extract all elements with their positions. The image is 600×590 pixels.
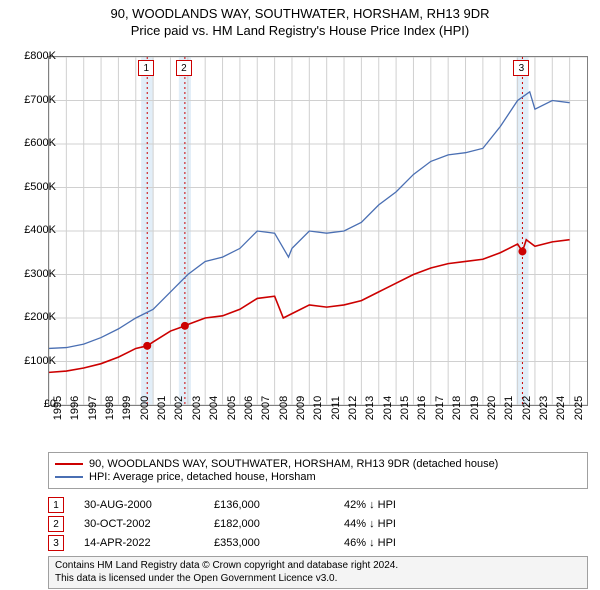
y-tick-label: £500K [12, 181, 56, 193]
x-tick-label: 2019 [469, 396, 481, 420]
legend-item: 90, WOODLANDS WAY, SOUTHWATER, HORSHAM, … [55, 458, 581, 470]
x-tick-label: 2007 [260, 396, 272, 420]
y-tick-label: £100K [12, 355, 56, 367]
legend: 90, WOODLANDS WAY, SOUTHWATER, HORSHAM, … [48, 452, 588, 489]
title-line-1: 90, WOODLANDS WAY, SOUTHWATER, HORSHAM, … [0, 6, 600, 21]
y-tick-label: £200K [12, 311, 56, 323]
chart-container: 90, WOODLANDS WAY, SOUTHWATER, HORSHAM, … [0, 0, 600, 590]
x-tick-label: 2010 [312, 396, 324, 420]
x-tick-label: 2004 [208, 396, 220, 420]
sale-delta: 42% ↓ HPI [344, 499, 454, 511]
x-tick-label: 2017 [434, 396, 446, 420]
x-tick-label: 2002 [173, 396, 185, 420]
x-tick-label: 2022 [521, 396, 533, 420]
sale-date: 30-AUG-2000 [84, 499, 194, 511]
y-tick-label: £800K [12, 50, 56, 62]
y-tick-label: £600K [12, 137, 56, 149]
legend-label: HPI: Average price, detached house, Hors… [89, 471, 316, 483]
sale-table: 1 30-AUG-2000 £136,000 42% ↓ HPI 2 30-OC… [48, 494, 588, 554]
y-tick-label: £300K [12, 268, 56, 280]
x-tick-label: 2000 [139, 396, 151, 420]
footer-line-1: Contains HM Land Registry data © Crown c… [55, 560, 581, 573]
x-tick-label: 1995 [52, 396, 64, 420]
x-tick-label: 2024 [555, 396, 567, 420]
sale-price: £353,000 [214, 537, 324, 549]
sale-row: 1 30-AUG-2000 £136,000 42% ↓ HPI [48, 497, 588, 513]
x-tick-label: 1998 [104, 396, 116, 420]
x-tick-label: 2006 [243, 396, 255, 420]
legend-swatch [55, 463, 83, 465]
x-tick-label: 2003 [191, 396, 203, 420]
sale-date: 14-APR-2022 [84, 537, 194, 549]
y-tick-label: £0 [12, 398, 56, 410]
x-tick-label: 2016 [416, 396, 428, 420]
x-tick-label: 2023 [538, 396, 550, 420]
sale-price: £182,000 [214, 518, 324, 530]
x-tick-label: 2015 [399, 396, 411, 420]
sale-row: 2 30-OCT-2002 £182,000 44% ↓ HPI [48, 516, 588, 532]
sale-badge: 3 [48, 535, 64, 551]
x-tick-label: 2013 [364, 396, 376, 420]
y-tick-label: £700K [12, 94, 56, 106]
footer: Contains HM Land Registry data © Crown c… [48, 556, 588, 589]
title-block: 90, WOODLANDS WAY, SOUTHWATER, HORSHAM, … [0, 0, 600, 38]
x-tick-label: 2005 [226, 396, 238, 420]
sale-delta: 46% ↓ HPI [344, 537, 454, 549]
chart-sale-badge: 3 [513, 60, 529, 76]
legend-swatch [55, 476, 83, 478]
y-tick-label: £400K [12, 224, 56, 236]
x-tick-label: 2012 [347, 396, 359, 420]
x-tick-label: 2001 [156, 396, 168, 420]
plot-area [48, 56, 588, 406]
sale-row: 3 14-APR-2022 £353,000 46% ↓ HPI [48, 535, 588, 551]
title-line-2: Price paid vs. HM Land Registry's House … [0, 23, 600, 38]
x-tick-label: 1996 [69, 396, 81, 420]
x-tick-label: 2008 [278, 396, 290, 420]
sale-price: £136,000 [214, 499, 324, 511]
sale-badge: 2 [48, 516, 64, 532]
chart-svg [49, 57, 587, 405]
x-tick-label: 2011 [330, 396, 342, 420]
legend-item: HPI: Average price, detached house, Hors… [55, 471, 581, 483]
sale-date: 30-OCT-2002 [84, 518, 194, 530]
sale-delta: 44% ↓ HPI [344, 518, 454, 530]
footer-line-2: This data is licensed under the Open Gov… [55, 573, 581, 586]
x-tick-label: 2009 [295, 396, 307, 420]
legend-label: 90, WOODLANDS WAY, SOUTHWATER, HORSHAM, … [89, 458, 498, 470]
x-tick-label: 2014 [382, 396, 394, 420]
x-tick-label: 1997 [87, 396, 99, 420]
sale-badge: 1 [48, 497, 64, 513]
chart-sale-badge: 2 [176, 60, 192, 76]
chart-sale-badge: 1 [138, 60, 154, 76]
x-tick-label: 2021 [503, 396, 515, 420]
x-tick-label: 2020 [486, 396, 498, 420]
x-tick-label: 2025 [573, 396, 585, 420]
x-tick-label: 2018 [451, 396, 463, 420]
x-tick-label: 1999 [121, 396, 133, 420]
